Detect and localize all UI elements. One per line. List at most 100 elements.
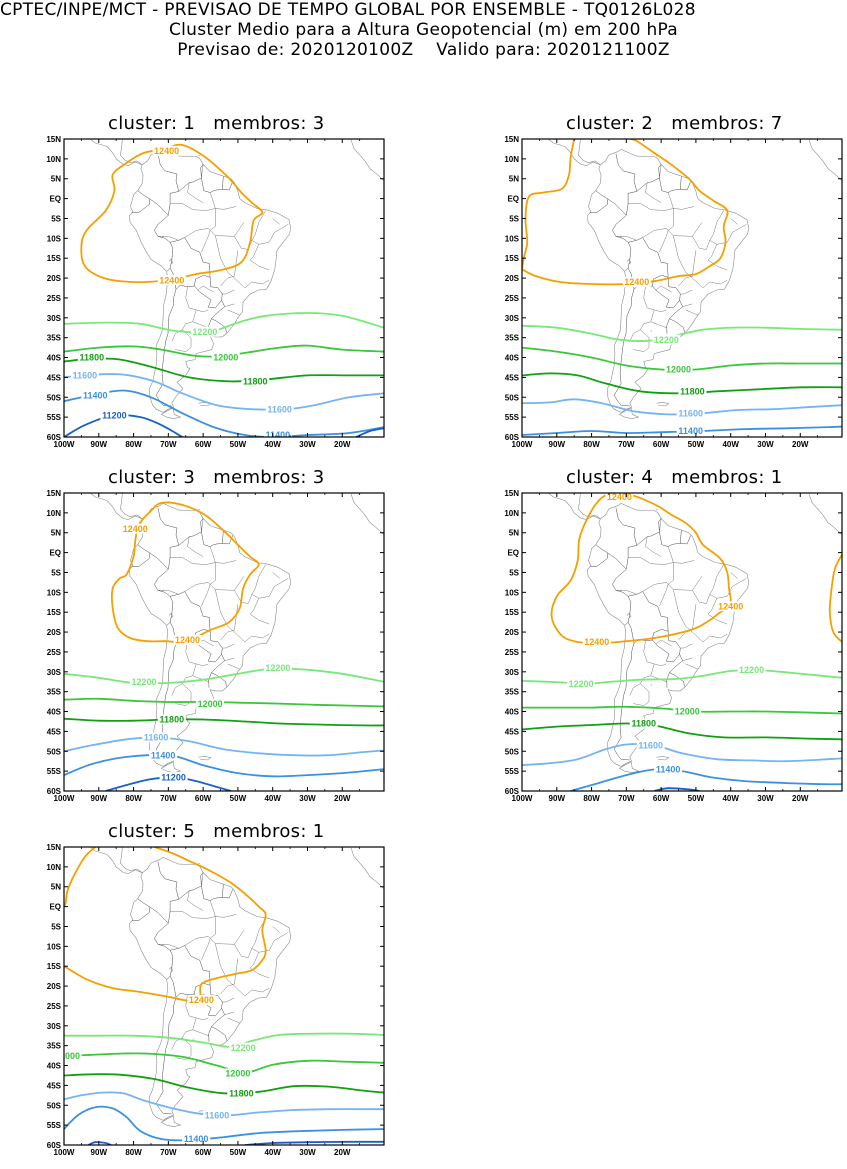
contour-11800 [522, 722, 842, 741]
lon-tick-label: 70W [618, 794, 635, 803]
lon-tick-label: 80W [125, 794, 142, 803]
lon-tick-label: 60W [195, 440, 212, 449]
state-border [678, 604, 697, 641]
contour-label: 12200 [231, 1043, 256, 1053]
country-border [652, 631, 681, 663]
contour-12200 [64, 667, 384, 685]
state-border [692, 564, 724, 604]
lat-tick-label: 5N [509, 529, 519, 538]
lat-tick-label: 40S [47, 708, 62, 717]
country-border [132, 544, 151, 567]
state-border [201, 900, 216, 961]
coastline-central-america [89, 847, 143, 874]
lat-tick-label: 45S [505, 727, 520, 736]
contour-label: 11600 [267, 404, 292, 414]
state-border [730, 572, 738, 579]
state-border [201, 518, 204, 532]
state-border [272, 926, 280, 933]
contour-11400 [64, 754, 384, 778]
contour-label: 12000 [198, 699, 223, 709]
state-border [196, 663, 209, 667]
country-border [149, 906, 174, 980]
state-border [642, 576, 702, 592]
contour-label: 12000 [55, 1051, 80, 1061]
contour-label-bg [173, 635, 202, 646]
contour-label-bg [130, 676, 158, 687]
contour-label: 11400 [678, 426, 703, 436]
state-border [680, 643, 693, 649]
state-border [222, 643, 235, 649]
contour-label: 11800 [243, 377, 268, 387]
membros-label: membros: [213, 113, 307, 134]
membros-number: 3 [312, 467, 325, 488]
map-content: 12400 12400 12400 12200 12200 12000 11800 11600… [522, 493, 842, 791]
country-border [201, 176, 224, 193]
country-border [590, 190, 609, 213]
lat-tick-label: 40S [47, 1062, 62, 1071]
state-border [187, 182, 204, 203]
contour-label: 12200 [192, 327, 217, 337]
state-border [659, 546, 674, 607]
lat-tick-label: EQ [49, 549, 61, 558]
lon-tick-label: 60W [653, 794, 670, 803]
lon-tick-label: 100W [54, 1148, 75, 1157]
state-border [170, 203, 237, 211]
coastline-falklands [198, 756, 212, 761]
lon-tick-label: 70W [618, 440, 635, 449]
lat-tick-label: 50S [505, 393, 520, 402]
lat-tick-label: 15N [504, 489, 519, 498]
lon-tick-label: 80W [125, 1148, 142, 1157]
lake-outline [168, 966, 174, 973]
lat-tick-label: 35S [47, 688, 62, 697]
contour-label: 12000 [675, 707, 700, 717]
map-frame [63, 492, 385, 792]
contour-label: 11800 [229, 1089, 254, 1099]
state-border [680, 289, 693, 295]
state-border [222, 997, 235, 1003]
lat-tick-label: 5S [509, 568, 519, 577]
lat-tick-label: 40S [505, 708, 520, 717]
coastline-central-america [89, 139, 143, 166]
contour-label-bg [673, 706, 702, 717]
contour-label: 12200 [131, 677, 156, 687]
lake-outline [168, 258, 174, 265]
lat-tick-label: 5N [51, 175, 61, 184]
coastline-caribbean [119, 139, 143, 166]
contour-label: 11600 [73, 371, 98, 381]
contour-label: 12400 [154, 146, 179, 156]
lat-tick-label: 10S [47, 942, 62, 951]
state-border [730, 218, 738, 225]
state-border [184, 222, 244, 238]
membros-number: 3 [312, 113, 325, 134]
lat-tick-label: 25S [47, 648, 62, 657]
state-border [184, 576, 244, 592]
country-border [157, 153, 180, 216]
contour-label: 11400 [266, 430, 291, 440]
contour-12200 [522, 324, 842, 342]
state-border [659, 518, 662, 532]
lat-tick-label: 10N [46, 863, 61, 872]
lon-tick-label: 90W [91, 440, 108, 449]
state-border [692, 210, 724, 250]
country-border [208, 672, 212, 688]
contour-label: 11400 [656, 764, 681, 774]
contour-label-bg [223, 1068, 252, 1079]
country-border [132, 190, 151, 213]
lat-tick-label: 10N [46, 509, 61, 518]
membros-number: 1 [770, 467, 783, 488]
coastline-south-america [587, 502, 750, 767]
contour-label-bg [70, 370, 99, 381]
contour-label-bg [211, 352, 240, 363]
state-border [249, 952, 270, 979]
contour-label-bg [241, 376, 270, 387]
contour-label: 12000 [225, 1069, 250, 1079]
country-border [680, 181, 691, 191]
country-border [659, 176, 682, 193]
state-border [201, 164, 204, 178]
lon-tick-label: 40W [264, 794, 281, 803]
lat-tick-label: 30S [47, 1022, 62, 1031]
lon-tick-label: 90W [549, 440, 566, 449]
lat-tick-label: 55S [47, 1121, 62, 1130]
lat-tick-label: 25S [47, 1002, 62, 1011]
state-border [707, 244, 728, 271]
